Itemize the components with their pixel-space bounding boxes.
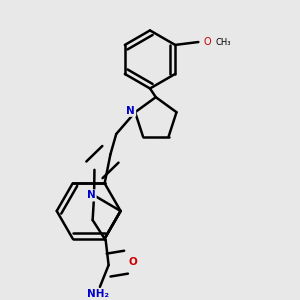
Text: N: N <box>126 106 135 116</box>
Text: NH₂: NH₂ <box>87 289 110 299</box>
Text: N: N <box>87 190 96 200</box>
Text: O: O <box>203 37 211 47</box>
Text: O: O <box>129 257 138 267</box>
Text: CH₃: CH₃ <box>215 38 231 46</box>
